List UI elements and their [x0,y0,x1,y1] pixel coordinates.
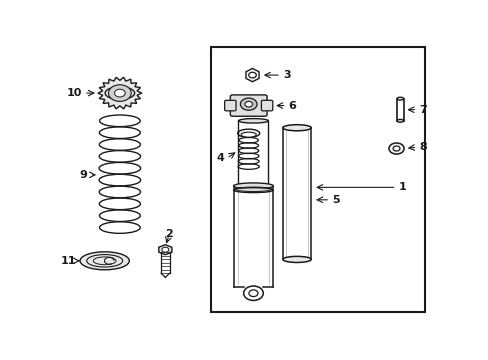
Text: 7: 7 [418,105,426,115]
Ellipse shape [233,188,273,193]
Circle shape [162,247,168,252]
Circle shape [248,72,256,78]
Text: 10: 10 [66,88,82,98]
Polygon shape [98,77,142,109]
Text: 4: 4 [217,153,224,163]
Text: 5: 5 [331,195,339,205]
Circle shape [248,290,258,297]
Ellipse shape [80,252,129,270]
FancyBboxPatch shape [230,95,266,116]
Ellipse shape [238,118,268,123]
Ellipse shape [233,183,273,189]
Circle shape [388,143,403,154]
FancyBboxPatch shape [261,100,272,111]
Ellipse shape [237,129,259,138]
Text: 2: 2 [165,229,173,239]
Ellipse shape [282,256,311,262]
Text: 9: 9 [80,170,87,180]
Circle shape [240,98,257,110]
Circle shape [243,286,263,301]
Ellipse shape [396,97,403,100]
Circle shape [114,89,125,97]
Ellipse shape [241,132,256,137]
Circle shape [108,85,131,102]
Polygon shape [159,245,172,255]
Text: 1: 1 [398,183,406,192]
Text: 3: 3 [282,70,290,80]
Circle shape [244,102,252,107]
Ellipse shape [396,120,403,122]
Polygon shape [245,68,259,82]
Text: 8: 8 [418,142,426,152]
Text: 6: 6 [287,100,295,111]
FancyBboxPatch shape [224,100,236,111]
Circle shape [392,146,399,151]
Bar [210,48,424,312]
Ellipse shape [282,125,311,131]
Text: 11: 11 [61,256,76,266]
